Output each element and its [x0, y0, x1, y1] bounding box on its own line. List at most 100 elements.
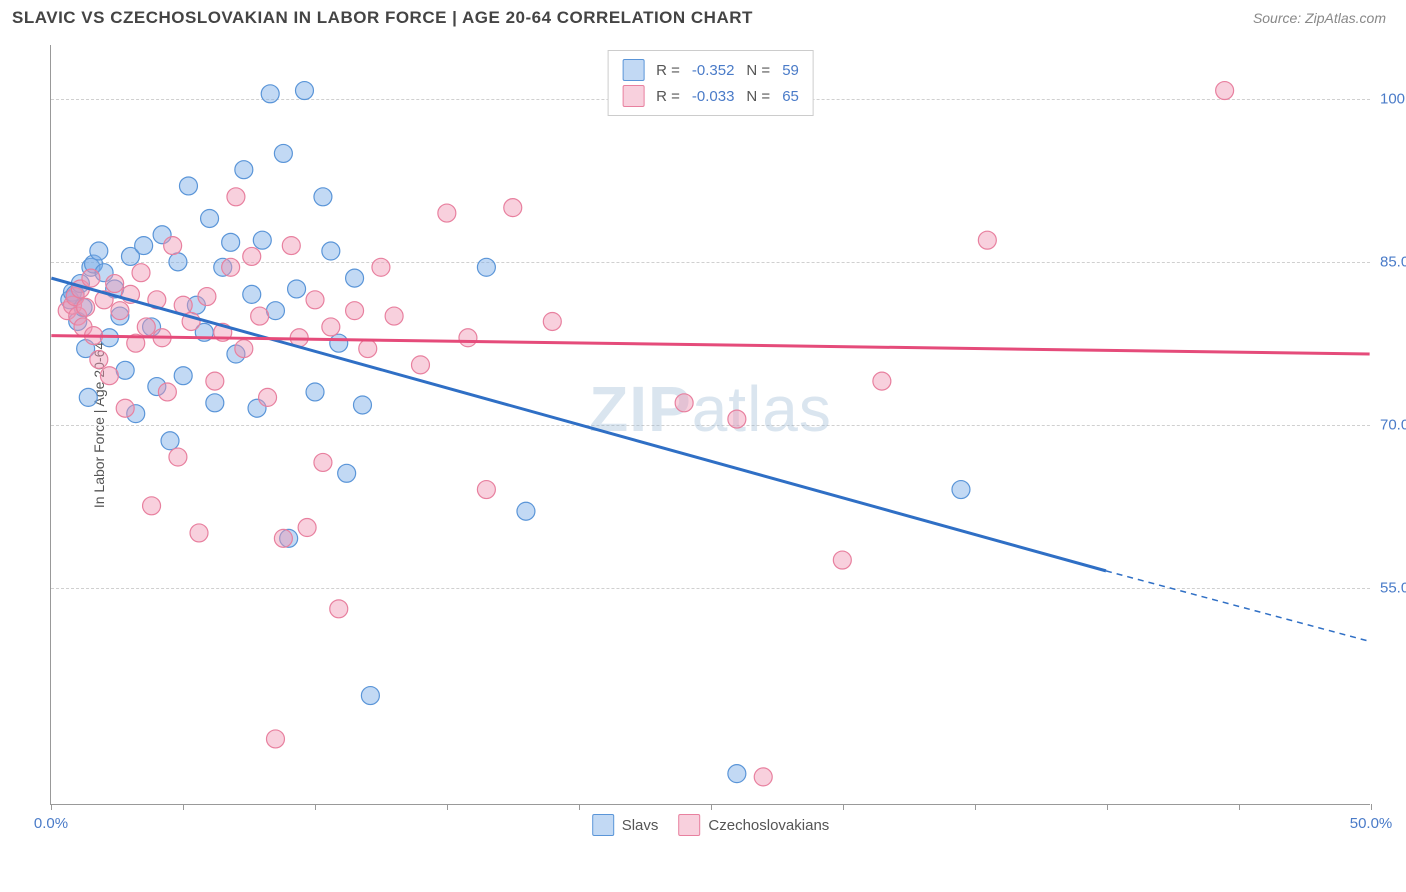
chart-title: SLAVIC VS CZECHOSLOVAKIAN IN LABOR FORCE…: [12, 8, 753, 28]
data-point: [82, 269, 100, 287]
legend-swatch-pink: [622, 85, 644, 107]
data-point: [314, 188, 332, 206]
data-point: [143, 497, 161, 515]
x-tick: [1239, 804, 1240, 810]
legend-label-czech: Czechoslovakians: [708, 817, 829, 834]
x-tick: [975, 804, 976, 810]
chart-area: In Labor Force | Age 20-64 ZIPatlas R = …: [50, 45, 1370, 805]
data-point: [353, 396, 371, 414]
data-point: [282, 237, 300, 255]
data-point: [243, 247, 261, 265]
data-point: [190, 524, 208, 542]
data-point: [274, 529, 292, 547]
chart-header: SLAVIC VS CZECHOSLOVAKIAN IN LABOR FORCE…: [0, 0, 1406, 36]
data-point: [206, 372, 224, 390]
data-point: [227, 188, 245, 206]
data-point: [728, 765, 746, 783]
data-point: [201, 209, 219, 227]
data-point: [372, 258, 390, 276]
legend-item-slavs: Slavs: [592, 814, 659, 836]
data-point: [169, 253, 187, 271]
data-point: [833, 551, 851, 569]
data-point: [161, 432, 179, 450]
n-label: N =: [746, 88, 770, 105]
data-point: [477, 258, 495, 276]
data-point: [274, 144, 292, 162]
x-tick: [579, 804, 580, 810]
data-point: [90, 350, 108, 368]
data-point: [243, 285, 261, 303]
legend-row-slavs: R = -0.352 N = 59: [622, 57, 799, 83]
trend-line-extrapolated: [1106, 571, 1370, 641]
data-point: [100, 367, 118, 385]
data-point: [728, 410, 746, 428]
data-point: [314, 453, 332, 471]
x-tick: [51, 804, 52, 810]
r-value-czech: -0.033: [692, 88, 735, 105]
data-point: [346, 302, 364, 320]
data-point: [111, 302, 129, 320]
x-tick: [1107, 804, 1108, 810]
data-point: [288, 280, 306, 298]
data-point: [235, 340, 253, 358]
legend-item-czech: Czechoslovakians: [678, 814, 829, 836]
r-label: R =: [656, 62, 680, 79]
data-point: [1216, 82, 1234, 100]
data-point: [330, 334, 348, 352]
data-point: [106, 275, 124, 293]
data-point: [459, 329, 477, 347]
x-tick: [183, 804, 184, 810]
correlation-legend: R = -0.352 N = 59 R = -0.033 N = 65: [607, 50, 814, 116]
data-point: [206, 394, 224, 412]
data-point: [322, 242, 340, 260]
data-point: [978, 231, 996, 249]
data-point: [952, 481, 970, 499]
data-point: [77, 298, 95, 316]
source-label: Source: ZipAtlas.com: [1253, 10, 1386, 26]
data-point: [79, 388, 97, 406]
data-point: [261, 85, 279, 103]
data-point: [322, 318, 340, 336]
data-point: [253, 231, 271, 249]
data-point: [306, 291, 324, 309]
n-value-czech: 65: [782, 88, 799, 105]
data-point: [361, 687, 379, 705]
series-legend: Slavs Czechoslovakians: [592, 814, 830, 836]
legend-swatch-blue: [622, 59, 644, 81]
y-tick-label: 55.0%: [1380, 579, 1406, 596]
data-point: [251, 307, 269, 325]
data-point: [477, 481, 495, 499]
data-point: [158, 383, 176, 401]
data-point: [338, 464, 356, 482]
r-label: R =: [656, 88, 680, 105]
data-point: [385, 307, 403, 325]
plot-svg: [51, 45, 1370, 804]
data-point: [90, 242, 108, 260]
data-point: [504, 199, 522, 217]
data-point: [517, 502, 535, 520]
data-point: [222, 258, 240, 276]
y-tick-label: 85.0%: [1380, 254, 1406, 271]
data-point: [359, 340, 377, 358]
data-point: [164, 237, 182, 255]
legend-row-czech: R = -0.033 N = 65: [622, 83, 799, 109]
trend-line: [51, 278, 1106, 571]
x-tick: [447, 804, 448, 810]
x-tick-label: 50.0%: [1350, 815, 1393, 832]
data-point: [169, 448, 187, 466]
data-point: [235, 161, 253, 179]
data-point: [259, 388, 277, 406]
legend-label-slavs: Slavs: [622, 817, 659, 834]
x-tick-label: 0.0%: [34, 815, 68, 832]
data-point: [135, 237, 153, 255]
y-tick-label: 70.0%: [1380, 417, 1406, 434]
data-point: [306, 383, 324, 401]
data-point: [116, 399, 134, 417]
data-point: [754, 768, 772, 786]
n-value-slavs: 59: [782, 62, 799, 79]
data-point: [330, 600, 348, 618]
data-point: [132, 264, 150, 282]
x-tick: [315, 804, 316, 810]
x-tick: [843, 804, 844, 810]
data-point: [298, 519, 316, 537]
